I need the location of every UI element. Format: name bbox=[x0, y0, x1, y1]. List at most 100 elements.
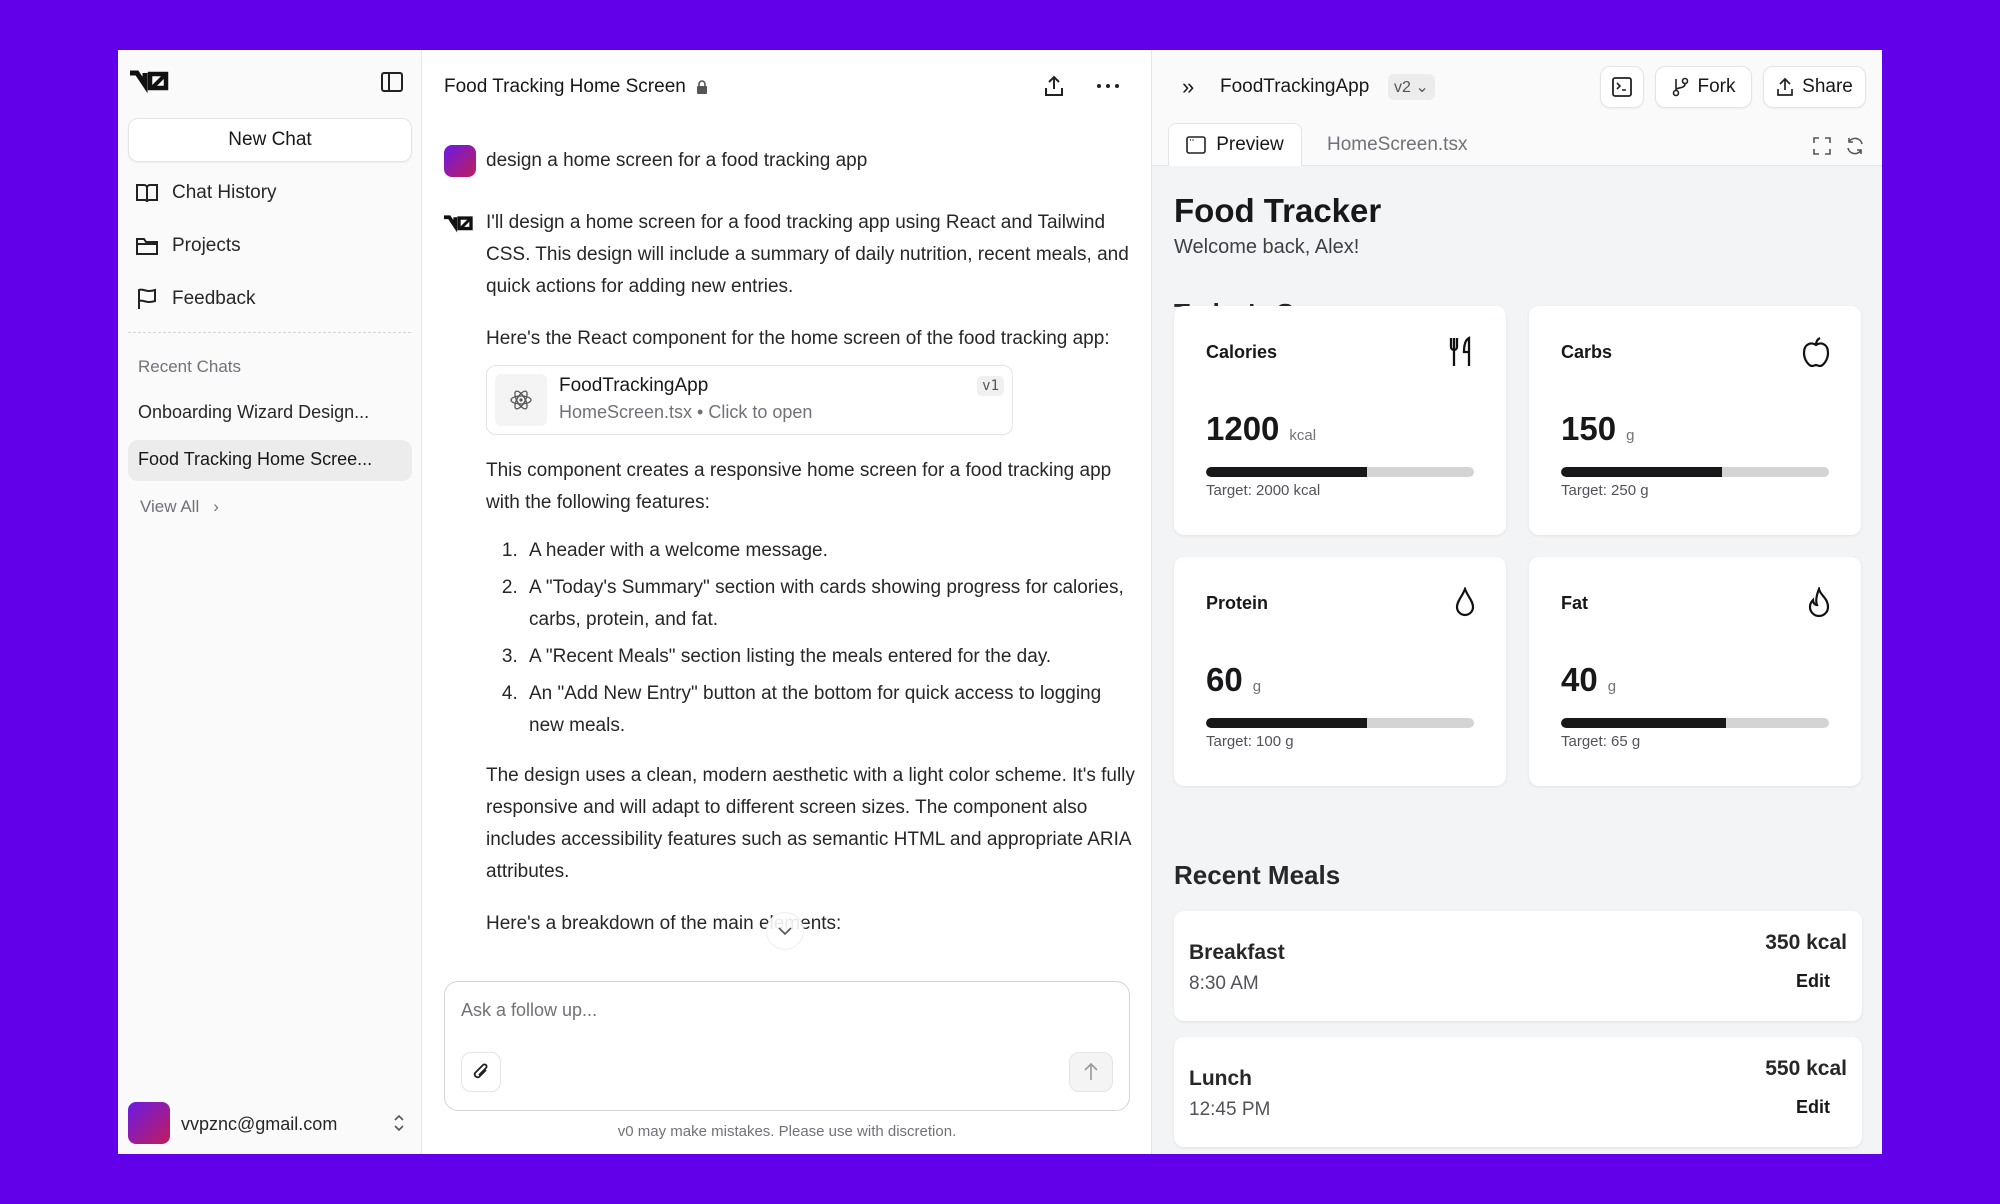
react-icon bbox=[495, 374, 547, 426]
meal-card: Lunch 12:45 PM 550 kcal Edit bbox=[1174, 1037, 1862, 1147]
refresh-icon[interactable] bbox=[1844, 136, 1866, 156]
version-select[interactable]: v2 ⌄ bbox=[1388, 74, 1435, 100]
card-value-row: 150 g bbox=[1561, 410, 1634, 448]
follow-up-input[interactable]: Ask a follow up... bbox=[444, 981, 1130, 1111]
terminal-button[interactable] bbox=[1600, 66, 1644, 108]
card-unit: g bbox=[1607, 678, 1617, 695]
share-icon[interactable] bbox=[1042, 74, 1066, 98]
version-label: v2 bbox=[1394, 79, 1411, 96]
artifact-card[interactable]: FoodTrackingApp HomeScreen.tsx • Click t… bbox=[486, 365, 1013, 435]
tab-label: Preview bbox=[1216, 134, 1284, 155]
component-intro: Here's the React component for the home … bbox=[486, 328, 1110, 349]
folder-icon bbox=[136, 238, 158, 255]
feature-item: An "Add New Entry" button at the bottom … bbox=[523, 678, 1136, 742]
view-all-link[interactable]: View All › bbox=[140, 497, 219, 517]
paperclip-icon bbox=[473, 1063, 488, 1079]
app-window: New Chat Chat History Projects Feedback … bbox=[118, 50, 1882, 1154]
progress-bar bbox=[1561, 467, 1829, 477]
user-email[interactable]: vvpznc@gmail.com bbox=[181, 1114, 338, 1134]
arrow-up-icon bbox=[1084, 1062, 1098, 1080]
chat-title: Food Tracking Home Screen bbox=[444, 76, 708, 98]
more-options-icon[interactable] bbox=[1096, 82, 1120, 90]
summary-card: Protein 60 g Target: 100 g bbox=[1174, 557, 1506, 786]
card-label: Protein bbox=[1206, 593, 1269, 613]
card-label: Carbs bbox=[1561, 342, 1613, 362]
preview-title: Food Tracker bbox=[1174, 192, 1382, 229]
features-intro: This component creates a responsive home… bbox=[486, 460, 1112, 513]
apple-icon bbox=[1801, 336, 1831, 373]
recent-chat-item-active[interactable]: Food Tracking Home Scree... bbox=[128, 440, 412, 481]
meal-time: 12:45 PM bbox=[1189, 1099, 1271, 1120]
disclaimer: v0 may make mistakes. Please use with di… bbox=[617, 1123, 957, 1140]
share-label: Share bbox=[1802, 76, 1853, 97]
fullscreen-icon[interactable] bbox=[1812, 136, 1832, 156]
card-value: 40 bbox=[1561, 661, 1598, 698]
sidebar-item-chat-history[interactable]: Chat History bbox=[136, 182, 277, 204]
chat-title-text: Food Tracking Home Screen bbox=[444, 76, 686, 97]
sidebar-item-label: Projects bbox=[172, 235, 241, 256]
avatar[interactable] bbox=[128, 1102, 170, 1144]
user-avatar bbox=[444, 145, 476, 177]
new-chat-button[interactable]: New Chat bbox=[128, 118, 412, 162]
card-unit: g bbox=[1252, 678, 1262, 695]
features-list: A header with a welcome message. A "Toda… bbox=[486, 535, 1136, 742]
card-value: 1200 bbox=[1206, 410, 1280, 447]
divider bbox=[128, 332, 411, 333]
summary-card: Carbs 150 g Target: 250 g bbox=[1529, 306, 1861, 535]
summary-card: Fat 40 g Target: 65 g bbox=[1529, 557, 1861, 786]
sidebar-toggle-icon[interactable] bbox=[380, 71, 404, 93]
card-target: Target: 65 g bbox=[1561, 733, 1641, 750]
tab-homescreen-tsx[interactable]: HomeScreen.tsx bbox=[1327, 134, 1468, 155]
collapse-panel-icon[interactable]: » bbox=[1182, 74, 1195, 99]
card-label: Calories bbox=[1206, 342, 1278, 362]
share-button[interactable]: Share bbox=[1763, 66, 1866, 108]
breakdown-text: Here's a breakdown of the main elements: bbox=[486, 913, 842, 934]
git-fork-icon bbox=[1672, 77, 1688, 97]
view-all-label: View All bbox=[140, 497, 200, 516]
feature-item: A "Today's Summary" section with cards s… bbox=[523, 572, 1136, 636]
user-message: design a home screen for a food tracking… bbox=[486, 150, 868, 171]
sidebar-item-feedback[interactable]: Feedback bbox=[136, 288, 255, 310]
progress-bar bbox=[1561, 718, 1829, 728]
v0-logo[interactable] bbox=[128, 70, 172, 94]
card-target: Target: 250 g bbox=[1561, 482, 1649, 499]
progress-bar bbox=[1206, 718, 1474, 728]
edit-meal-button[interactable]: Edit bbox=[1796, 1097, 1830, 1117]
card-value: 60 bbox=[1206, 661, 1243, 698]
terminal-icon bbox=[1612, 77, 1632, 97]
meal-name: Lunch bbox=[1189, 1067, 1252, 1090]
artifact-subtitle: HomeScreen.tsx • Click to open bbox=[559, 402, 813, 422]
tab-preview[interactable]: Preview bbox=[1168, 123, 1302, 166]
recent-meals-heading: Recent Meals bbox=[1174, 860, 1341, 890]
sidebar-item-label: Feedback bbox=[172, 288, 256, 309]
summary-card: Calories 1200 kcal Target: 2000 kcal bbox=[1174, 306, 1506, 535]
card-value-row: 60 g bbox=[1206, 661, 1261, 699]
preview-frame: Food Tracker Welcome back, Alex! Today's… bbox=[1152, 165, 1882, 1154]
recent-chat-item[interactable]: Onboarding Wizard Design... bbox=[138, 402, 370, 422]
scroll-down-button[interactable] bbox=[766, 912, 804, 950]
sidebar-item-projects[interactable]: Projects bbox=[136, 235, 241, 257]
sidebar: New Chat Chat History Projects Feedback … bbox=[118, 50, 422, 1154]
meal-calories: 350 kcal bbox=[1765, 931, 1847, 954]
assistant-intro: I'll design a home screen for a food tra… bbox=[486, 212, 1129, 297]
recent-chats-heading: Recent Chats bbox=[138, 357, 241, 376]
preview-panel: » FoodTrackingApp v2 ⌄ Fork Share Previe… bbox=[1152, 50, 1882, 1154]
progress-fill bbox=[1561, 467, 1722, 477]
card-unit: kcal bbox=[1289, 427, 1317, 444]
meal-time: 8:30 AM bbox=[1189, 973, 1259, 994]
artifact-name: FoodTrackingApp bbox=[559, 375, 709, 396]
card-label: Fat bbox=[1561, 593, 1588, 613]
card-value: 150 bbox=[1561, 410, 1617, 447]
send-button[interactable] bbox=[1069, 1052, 1113, 1092]
new-chat-label: New Chat bbox=[228, 129, 312, 150]
chat-panel: Food Tracking Home Screen design a home … bbox=[422, 50, 1152, 1154]
chevron-right-icon: › bbox=[213, 497, 219, 516]
edit-meal-button[interactable]: Edit bbox=[1796, 971, 1830, 991]
chevrons-up-down-icon[interactable] bbox=[392, 1112, 406, 1134]
card-target: Target: 100 g bbox=[1206, 733, 1294, 750]
attach-button[interactable] bbox=[461, 1052, 501, 1092]
flame-icon bbox=[1807, 584, 1831, 624]
card-target: Target: 2000 kcal bbox=[1206, 482, 1321, 499]
fork-button[interactable]: Fork bbox=[1655, 66, 1752, 108]
version-badge: v1 bbox=[977, 376, 1004, 396]
